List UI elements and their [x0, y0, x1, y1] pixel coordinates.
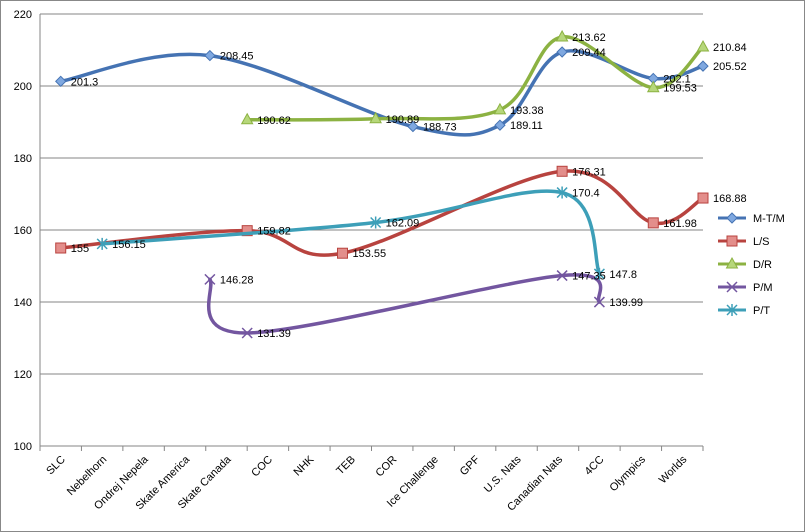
data-point-d-r	[646, 80, 660, 93]
data-label-p-m: 139.99	[609, 297, 643, 309]
y-tick-label: 180	[14, 153, 32, 165]
data-label-d-r: 199.53	[663, 83, 697, 95]
data-point-l-s	[556, 165, 568, 177]
data-point-p-t	[96, 237, 108, 250]
data-point-l-s	[647, 217, 659, 229]
data-label-d-r: 190.62	[257, 115, 291, 127]
data-label-d-r: 210.84	[713, 42, 747, 54]
data-point-p-m	[593, 296, 605, 308]
data-label-l-s: 161.98	[663, 218, 697, 230]
data-label-m-t-m: 189.11	[510, 120, 543, 132]
data-label-m-t-m: 208.45	[220, 51, 254, 63]
data-label-p-t: 170.4	[572, 188, 600, 200]
data-point-d-r	[493, 102, 507, 115]
y-tick-label: 140	[14, 297, 32, 309]
data-label-p-m: 146.28	[220, 274, 254, 286]
data-labels: 201.3 208.45 188.73 189.11 209.44 202.1 205.52…	[71, 32, 747, 340]
data-point-l-s	[55, 242, 67, 254]
data-label-d-r: 193.38	[510, 105, 544, 117]
legend-marker-p-m	[726, 281, 738, 293]
data-label-m-t-m: 188.73	[423, 122, 457, 134]
data-label-m-t-m: 201.3	[71, 76, 99, 88]
data-point-p-t	[556, 186, 568, 199]
data-label-d-r: 213.62	[572, 32, 606, 44]
data-point-l-s	[336, 247, 348, 259]
data-point-l-s	[697, 192, 709, 204]
data-label-m-t-m: 202.1	[663, 73, 691, 85]
legend: M-T/M L/S D/R P/M P/T	[718, 212, 785, 317]
data-label-l-s: 176.31	[572, 166, 606, 178]
y-tick-label: 120	[14, 369, 32, 381]
data-label-l-s: 159.82	[257, 226, 291, 238]
series-lines	[55, 29, 710, 339]
legend-label-p-t: P/T	[753, 305, 770, 317]
series-line-p-t	[100, 189, 602, 276]
data-point-d-r	[696, 39, 710, 52]
data-point-l-s	[241, 225, 253, 237]
legend-marker-l-s	[726, 235, 738, 247]
data-point-p-m	[241, 327, 253, 339]
data-label-p-t: 147.8	[609, 269, 637, 281]
data-point-m-t-m	[407, 120, 419, 133]
data-point-m-t-m	[55, 75, 67, 88]
data-point-d-r	[240, 112, 254, 125]
data-label-l-s: 153.55	[352, 248, 386, 260]
data-point-m-t-m	[494, 119, 506, 131]
data-point-p-t	[370, 216, 382, 229]
data-label-l-s: 155	[71, 243, 89, 255]
data-point-p-t	[593, 267, 605, 280]
data-label-m-t-m: 209.44	[572, 47, 606, 59]
legend-label-d-r: D/R	[753, 259, 772, 271]
data-point-m-t-m	[204, 49, 216, 62]
legend-marker-d-r	[725, 256, 739, 269]
data-label-p-t: 156.15	[112, 239, 146, 251]
y-tick-label: 100	[14, 441, 32, 453]
data-point-m-t-m	[556, 46, 568, 58]
y-tick-label: 200	[14, 81, 32, 93]
data-label-l-s: 168.88	[713, 193, 747, 205]
data-point-d-r	[555, 29, 569, 42]
data-point-p-m	[556, 270, 568, 282]
data-label-d-r: 190.89	[386, 114, 420, 126]
data-label-m-t-m: 205.52	[713, 61, 747, 73]
legend-label-p-m: P/M	[753, 282, 773, 294]
series-line-m-t-m	[58, 49, 705, 137]
y-tick-label: 220	[14, 9, 32, 21]
data-point-m-t-m	[697, 60, 709, 72]
data-label-p-t: 162.09	[386, 217, 420, 229]
series-line-p-m	[206, 273, 603, 335]
data-point-d-r	[369, 111, 382, 124]
data-label-p-m: 131.39	[257, 328, 291, 340]
legend-marker-p-t	[726, 304, 738, 316]
y-tick-label: 160	[14, 225, 32, 237]
data-label-p-m: 147.35	[572, 271, 606, 283]
legend-label-l-s: L/S	[753, 236, 770, 248]
data-point-p-m	[204, 273, 216, 285]
legend-label-m-t-m: M-T/M	[753, 213, 785, 225]
legend-marker-m-t-m	[726, 212, 738, 224]
